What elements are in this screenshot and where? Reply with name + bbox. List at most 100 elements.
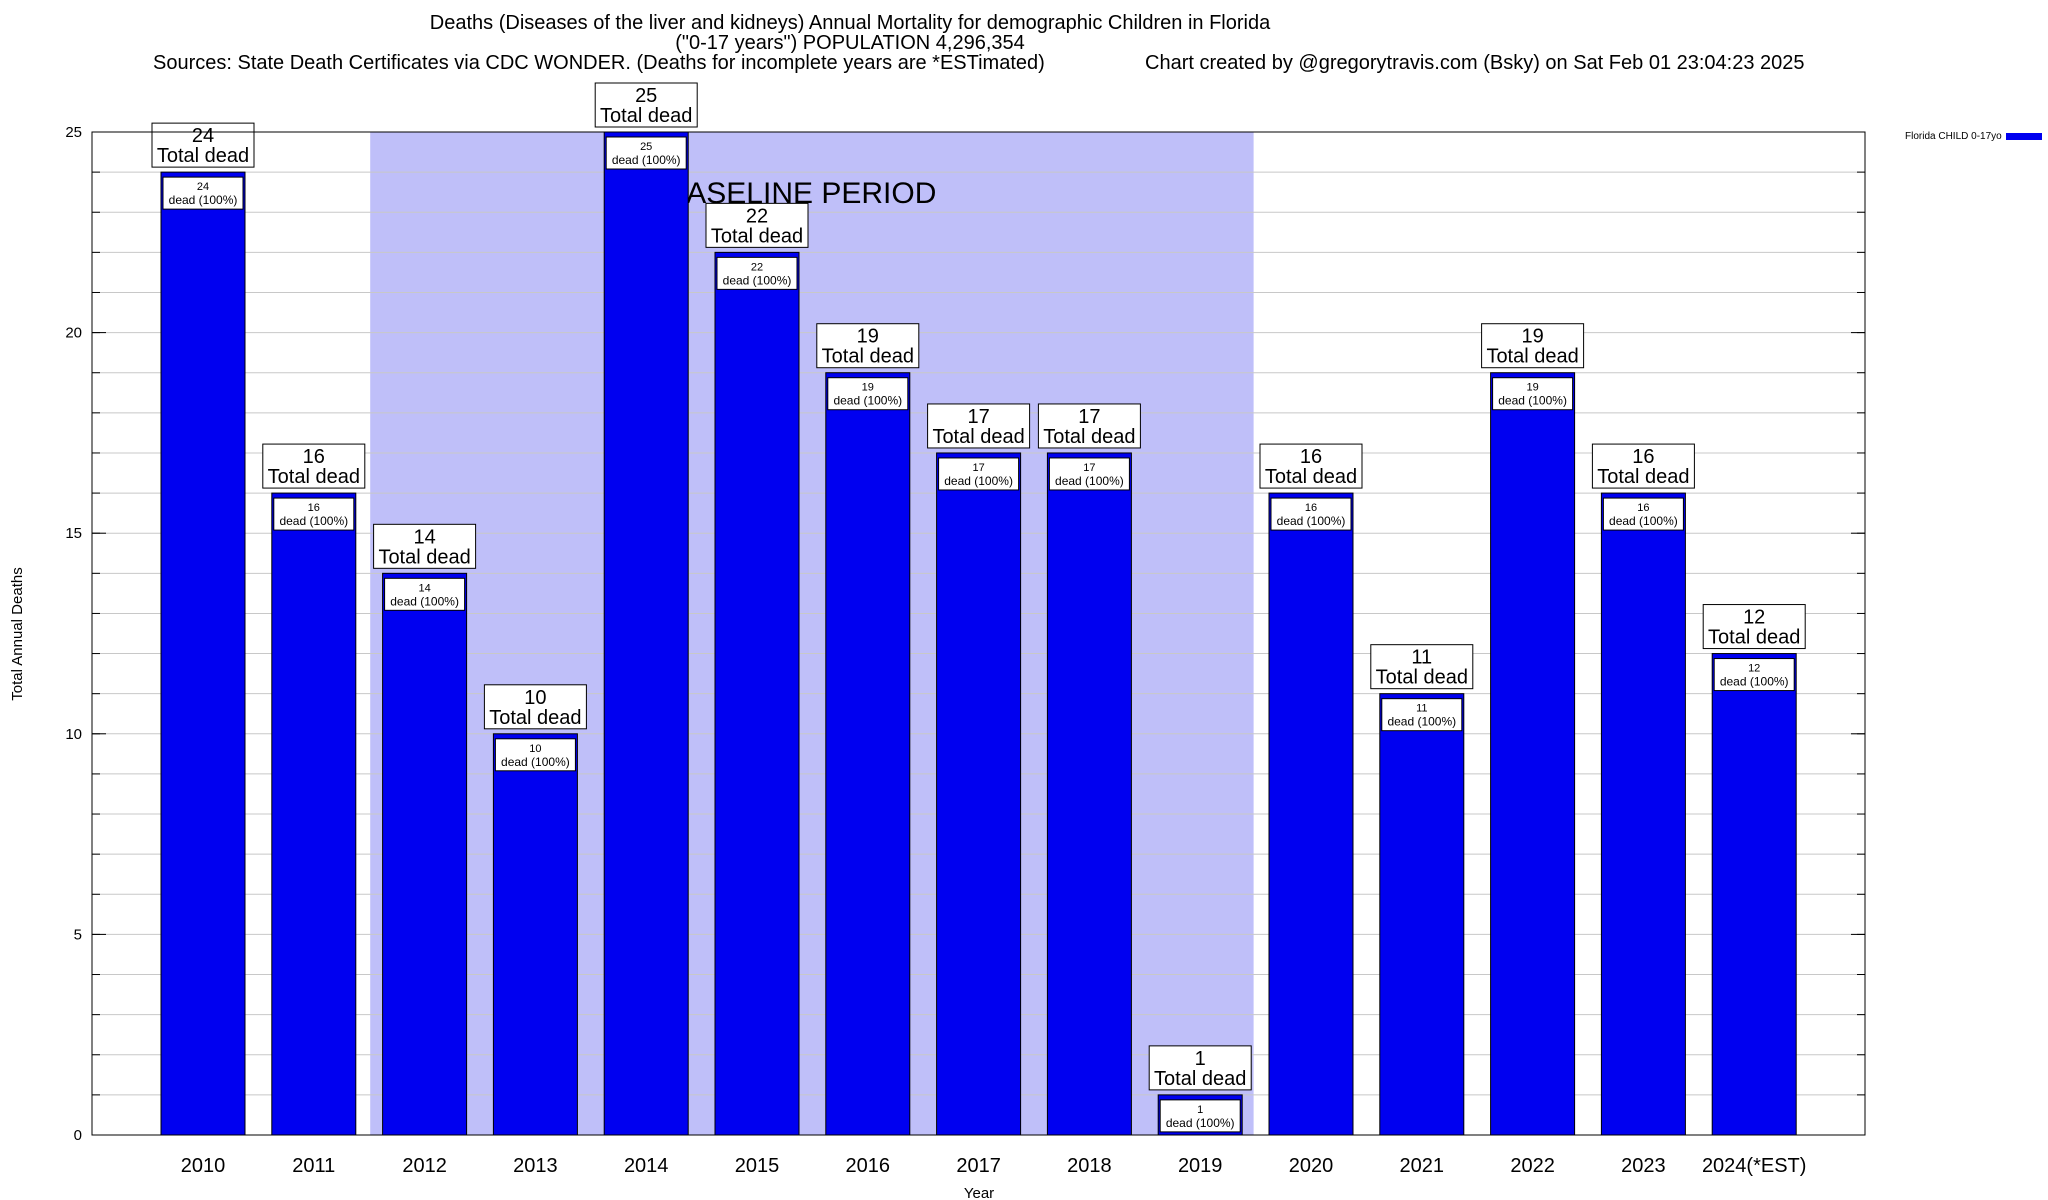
bar-total-label-box [1591,443,1695,489]
bar-total-value: 12 [1743,607,1765,629]
bar-inner-value: 10 [529,743,541,755]
bar-total-label: Total dead [1486,346,1578,368]
y-tick-label: 25 [65,124,82,141]
bar-total-value: 24 [192,125,214,147]
bar [1490,372,1576,1136]
x-tick-label: 2011 [292,1155,335,1177]
legend-swatch [2005,133,2042,140]
bar-inner-value: 11 [1416,703,1427,715]
bar-total-label: Total dead [378,546,470,568]
bar-total-value: 1 [1195,1048,1206,1070]
bar-inner-label: dead (100%) [944,474,1013,488]
bar-inner-label: dead (100%) [390,594,459,608]
bar [1268,492,1354,1136]
bar-total-label: Total dead [1376,667,1468,689]
bar-inner-value: 22 [751,261,763,273]
x-tick-label: 2022 [1510,1155,1555,1177]
bar-inner-label: dead (100%) [1498,394,1567,408]
bar [603,131,689,1136]
bar-inner-value: 19 [1526,382,1538,394]
bar-total-label-box [705,202,809,248]
legend-label: Florida CHILD 0-17yo [1905,131,2002,142]
bar-inner-value: 1 [1197,1104,1203,1116]
bar-inner-value: 25 [640,141,652,153]
bar [714,251,800,1136]
bar-total-label-box [1148,1045,1252,1091]
bar-total-label: Total dead [1043,426,1135,448]
bar-inner-label-box [494,738,576,772]
bar-total-value: 19 [857,326,879,348]
bar-inner-label-box [1602,497,1684,531]
plot-frame [91,131,1866,1136]
y-tick-label: 15 [65,525,82,542]
bar-inner-label-box [1159,1099,1241,1133]
x-tick-label: 2018 [1067,1155,1112,1177]
bar-inner-label: dead (100%) [612,153,681,167]
bar-total-label: Total dead [1597,466,1689,488]
bar-inner-label-box [1492,377,1574,411]
bar-total-label-box [1370,644,1474,690]
bar [382,572,468,1136]
x-tick-label: 2023 [1621,1155,1666,1177]
bar-total-value: 14 [413,526,435,548]
x-tick-label: 2016 [846,1155,891,1177]
x-tick-label: 2014 [624,1155,669,1177]
y-tick-label: 10 [65,726,82,743]
bar-total-value: 22 [746,205,768,227]
bar [1379,693,1465,1136]
bar-inner-value: 16 [1305,502,1317,514]
y-tick-label: 20 [65,325,82,342]
bar-total-label: Total dead [1265,466,1357,488]
bar-inner-label: dead (100%) [1720,675,1789,689]
bar-total-value: 17 [967,406,989,428]
bar [1711,653,1797,1136]
bar-total-value: 17 [1078,406,1100,428]
bar-total-label-box [1037,403,1141,449]
bar-inner-label: dead (100%) [833,394,902,408]
bar-inner-value: 14 [418,582,430,594]
y-tick-label: 5 [74,926,82,943]
chart-credit: Chart created by @gregorytravis.com (Bsk… [1145,52,1805,74]
bar-total-label-box [927,403,1031,449]
bar-inner-label: dead (100%) [1277,514,1346,528]
bar-total-label: Total dead [157,145,249,167]
chart-legend: Florida CHILD 0-17yo [1905,131,2042,142]
bar-inner-label-box [605,136,687,170]
bar-total-label-box [816,323,920,369]
bar-inner-label-box [162,176,244,210]
bar-total-label-box [1702,604,1806,650]
bar [936,452,1022,1136]
bar-total-label: Total dead [822,346,914,368]
chart-title: Deaths (Diseases of the liver and kidney… [429,12,1271,34]
bar-total-label-box [594,82,698,128]
bar-inner-label-box [384,577,466,611]
bar-inner-label: dead (100%) [1387,715,1456,729]
bar-inner-label-box [273,497,355,531]
bar-total-value: 16 [1632,446,1654,468]
bar-inner-label: dead (100%) [1055,474,1124,488]
bar-total-label-box [1259,443,1363,489]
x-tick-label: 2010 [181,1155,226,1177]
bar-total-label-box [483,684,587,730]
bar-inner-value: 16 [1637,502,1649,514]
bar-inner-label-box [1381,698,1463,732]
bar-inner-label-box [1048,457,1130,491]
y-axis-title: Total Annual Deaths [9,567,26,700]
bar [825,372,911,1136]
bar-total-label: Total dead [711,225,803,247]
bar-inner-label: dead (100%) [501,755,570,769]
bar-inner-value: 19 [862,382,874,394]
bar [271,492,357,1136]
x-tick-label: 2024(*EST) [1702,1155,1807,1177]
bar-total-value: 11 [1411,647,1432,669]
bar-inner-value: 12 [1748,663,1760,675]
bar-total-label-box [262,443,366,489]
x-tick-label: 2020 [1289,1155,1334,1177]
bar-total-label: Total dead [600,105,692,127]
x-tick-label: 2013 [513,1155,558,1177]
bar-total-label: Total dead [1154,1068,1246,1090]
x-tick-label: 2012 [402,1155,447,1177]
bar [1600,492,1686,1136]
bar-total-value: 25 [635,85,657,107]
